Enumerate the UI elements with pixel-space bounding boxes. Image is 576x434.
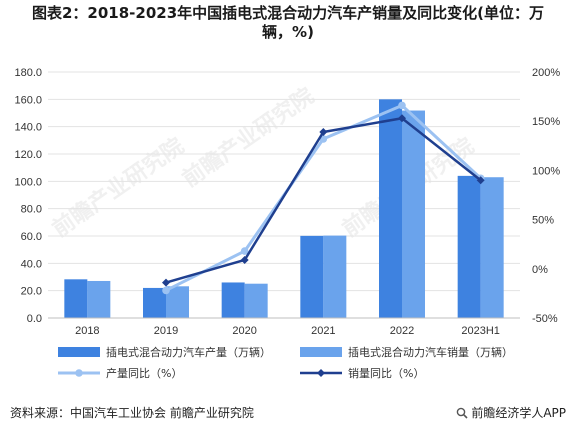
y-left-tick-label: 80.0 [21, 204, 42, 216]
gridlines [48, 71, 520, 319]
x-tick-label: 2018 [75, 325, 99, 337]
y-left-tick-label: 120.0 [14, 149, 42, 161]
legend-swatch [58, 347, 100, 357]
y-right-tick-label: 100% [532, 165, 560, 177]
bar-production [221, 282, 245, 318]
chart-title-line1: 图表2：2018-2023年中国插电式混合动力汽车产销量及同比变化(单位：万 [31, 4, 545, 22]
bar-sales [480, 177, 504, 318]
y-right-tick-label: 0% [532, 264, 548, 276]
legend-swatch [300, 347, 342, 357]
y-right-tick-label: 150% [532, 116, 560, 128]
point-sales-yoy [240, 255, 249, 264]
chart-title-line2: 辆，%) [262, 23, 314, 41]
point-production-yoy [398, 101, 406, 110]
point-sales-yoy [476, 176, 485, 185]
bar-production [300, 235, 324, 318]
y-left-tick-label: 160.0 [14, 94, 42, 106]
legend: 插电式混合动力汽车产量（万辆） 插电式混合动力汽车销量（万辆） 产量同比（%） 销量同… [58, 345, 513, 380]
bar-sales [244, 283, 268, 318]
legend-label: 销量同比（%） [348, 366, 424, 380]
y-left-tick-label: 180.0 [14, 67, 42, 79]
chart-title: 图表2：2018-2023年中国插电式混合动力汽车产销量及同比变化(单位：万 辆… [0, 4, 576, 42]
y-right-tick-label: 50% [532, 215, 554, 227]
y-right-tick-label: -50% [532, 313, 558, 325]
y-right-tick-label: 200% [532, 67, 560, 79]
legend-label: 插电式混合动力汽车产量（万辆） [106, 345, 271, 359]
x-tick-label: 2023H1 [461, 325, 500, 337]
point-production-yoy [240, 247, 249, 255]
line-series [162, 101, 485, 295]
source-note: 资料来源：中国汽车工业协会 前瞻产业研究院 [10, 406, 254, 420]
x-axis: 2018 2019 2020 2021 2022 2023H1 [48, 317, 520, 337]
y-left-tick-label: 40.0 [21, 258, 42, 270]
point-sales-yoy [398, 114, 406, 123]
search-icon [457, 407, 468, 419]
bar-production [379, 99, 402, 318]
chart-canvas: 0.0 20.0 40.0 60.0 80.0 100.0 120.0 140.0 160.0 1… [14, 67, 560, 380]
legend-marker [75, 369, 83, 377]
bar-sales [87, 280, 111, 318]
bar-sales [402, 110, 425, 318]
y-axis-right: -50% 0% 50% 100% 150% 200% [532, 67, 560, 325]
bar-production [64, 279, 88, 318]
x-tick-label: 2022 [390, 325, 414, 337]
brand-badge[interactable]: 前瞻经济学人APP [456, 404, 566, 421]
x-tick-label: 2020 [232, 325, 256, 337]
brand-label: 前瞻经济学人APP [471, 406, 566, 420]
point-production-yoy [162, 286, 170, 295]
x-tick-label: 2021 [311, 325, 335, 337]
x-tick-label: 2019 [154, 325, 178, 337]
y-left-tick-label: 60.0 [21, 231, 42, 243]
y-axis-left: 0.0 20.0 40.0 60.0 80.0 100.0 120.0 140.0 160.0 1… [14, 67, 42, 325]
bar-series [64, 99, 504, 318]
y-left-tick-label: 20.0 [21, 286, 42, 298]
y-left-tick-label: 140.0 [14, 122, 42, 134]
bar-sales [166, 286, 189, 318]
bar-production [457, 175, 481, 318]
y-left-tick-label: 100.0 [14, 176, 42, 188]
bar-production [143, 287, 166, 318]
y-left-tick-label: 0.0 [27, 313, 42, 325]
legend-label: 产量同比（%） [106, 366, 182, 380]
point-sales-yoy [162, 278, 170, 287]
point-sales-yoy [319, 128, 328, 137]
legend-marker [317, 369, 325, 377]
bar-sales [323, 235, 347, 318]
legend-label: 插电式混合动力汽车销量（万辆） [348, 345, 513, 359]
